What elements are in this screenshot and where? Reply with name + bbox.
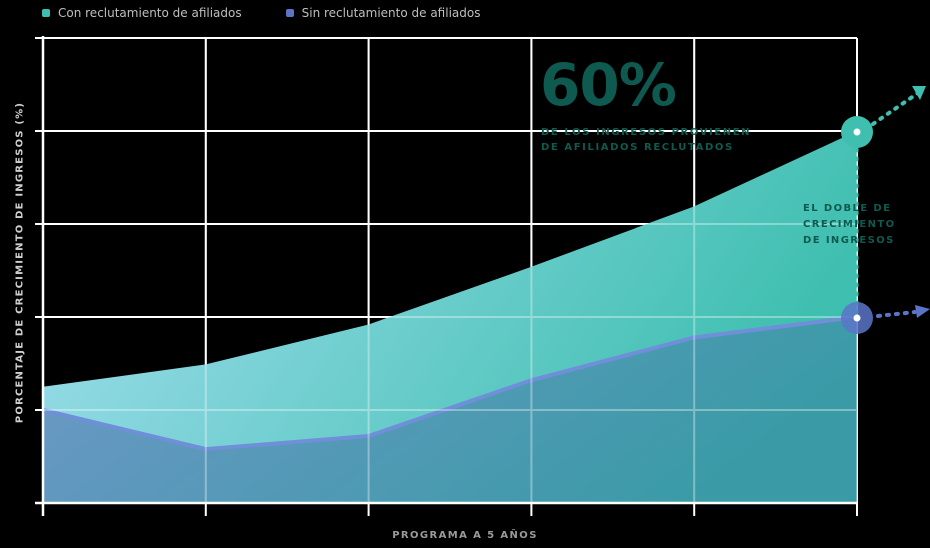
- double-note-line2: CRECIMIENTO: [803, 219, 896, 230]
- marker-con-dot: [853, 128, 861, 136]
- double-growth-note: EL DOBLE DE CRECIMIENTO DE INGRESOS: [803, 201, 923, 249]
- double-note-line3: DE INGRESOS: [803, 235, 895, 246]
- legend-swatch-sin: [285, 9, 294, 17]
- double-note-line1: EL DOBLE DE: [803, 203, 892, 214]
- highlight-caption-line2: DE AFILIADOS RECLUTADOS: [541, 142, 734, 153]
- marker-sin-dot: [853, 314, 861, 322]
- x-axis-label: PROGRAMA A 5 AÑOS: [392, 530, 538, 541]
- legend-swatch-con: [42, 9, 50, 17]
- arrow-head-sin-icon: [915, 305, 930, 318]
- highlight-caption-line1: DE LOS INGRESOS PROVIENEN: [541, 127, 752, 138]
- y-axis-label: PORCENTAJE DE CRECIMIENTO DE INGRESOS (%…: [14, 101, 26, 424]
- legend-label-sin: Sin reclutamiento de afiliados: [301, 6, 481, 20]
- axes: [35, 36, 857, 516]
- line-sin: [42, 315, 858, 452]
- arrow-head-con-icon: [912, 86, 926, 100]
- legend-label-con: Con reclutamiento de afiliados: [58, 6, 242, 20]
- highlight-caption: DE LOS INGRESOS PROVIENEN DE AFILIADOS R…: [541, 125, 781, 155]
- trend-arrow-sin: [876, 310, 917, 318]
- legend-item-sin: Sin reclutamiento de afiliados: [285, 6, 481, 20]
- legend: Con reclutamiento de afiliados Sin reclu…: [42, 6, 480, 20]
- highlight-value: 60%: [540, 51, 677, 119]
- trend-arrow-con: [871, 91, 920, 126]
- legend-item-con: Con reclutamiento de afiliados: [42, 6, 242, 20]
